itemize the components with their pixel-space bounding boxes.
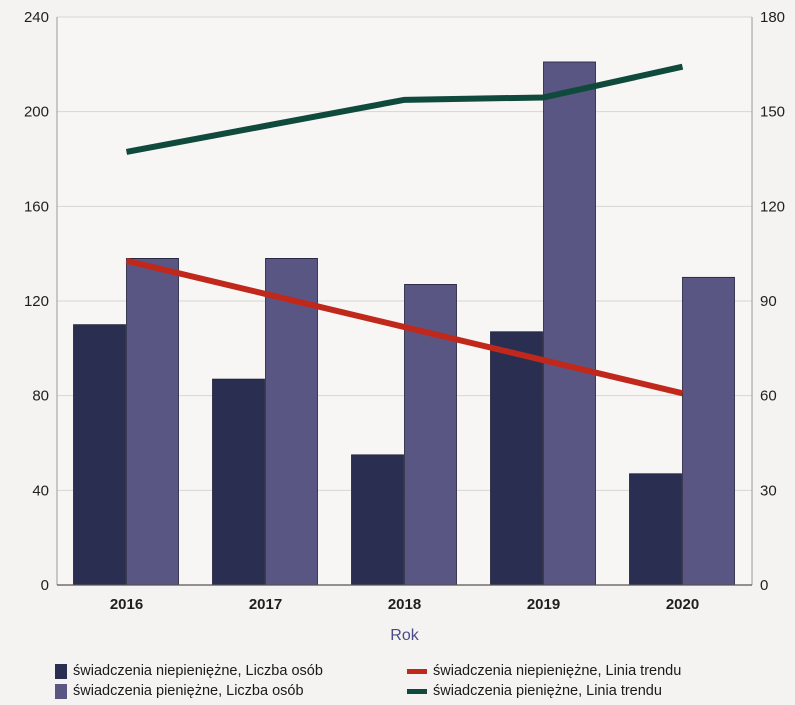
- y-left-tick-label: 40: [32, 482, 49, 499]
- y-left-tick-label: 160: [24, 198, 49, 215]
- y-left-tick-label: 80: [32, 388, 49, 405]
- y-left-tick-label: 0: [41, 577, 49, 594]
- bar-pieniezne: [265, 257, 318, 586]
- bar-pieniezne: [682, 276, 735, 586]
- y-left-tick-label: 120: [24, 293, 49, 310]
- y-right-tick-label: 180: [760, 9, 785, 26]
- legend-item-pieniezne-bars: świadczenia pieniężne, Liczba osób: [55, 683, 407, 699]
- legend-label: świadczenia pieniężne, Linia trendu: [433, 683, 662, 699]
- trend-line-niepieniezne: [125, 257, 684, 397]
- x-category-label: 2017: [249, 596, 282, 613]
- trend-line-pieniezne: [125, 63, 684, 155]
- x-category-label: 2018: [388, 596, 421, 613]
- bar-niepieniezne: [212, 378, 265, 586]
- bar-niepieniezne: [351, 454, 404, 586]
- legend-item-niepieniezne-trend: świadczenia niepieniężne, Linia trendu: [407, 663, 759, 679]
- x-category-label: 2019: [527, 596, 560, 613]
- legend-item-niepieniezne-bars: świadczenia niepieniężne, Liczba osób: [55, 663, 407, 679]
- legend-item-pieniezne-trend: świadczenia pieniężne, Linia trendu: [407, 683, 759, 699]
- legend-label: świadczenia niepieniężne, Linia trendu: [433, 663, 682, 679]
- bar-niepieniezne: [629, 473, 682, 586]
- chart-canvas: 0 40 80 120 160 200 240 0 30 60 90 120 150 180 2016 201…: [24, 9, 785, 644]
- y-right-tick-label: 60: [760, 388, 777, 405]
- legend-swatch-pieniezne-trend: [407, 688, 427, 694]
- legend-swatch-niepieniezne-bars: [55, 663, 67, 679]
- legend-label: świadczenia niepieniężne, Liczba osób: [73, 663, 323, 679]
- x-category-label: 2020: [666, 596, 699, 613]
- y-right-tick-label: 0: [760, 577, 768, 594]
- x-category-label: 2016: [110, 596, 143, 613]
- legend: świadczenia niepieniężne, Liczba osób św…: [55, 661, 775, 701]
- legend-label: świadczenia pieniężne, Liczba osób: [73, 683, 304, 699]
- bar-niepieniezne: [490, 331, 543, 586]
- y-left-tick-label: 200: [24, 104, 49, 121]
- y-right-tick-label: 120: [760, 198, 785, 215]
- y-right-tick-label: 30: [760, 482, 777, 499]
- x-axis-title: Rok: [390, 627, 419, 644]
- y-right-tick-label: 150: [760, 104, 785, 121]
- bar-niepieniezne: [73, 324, 126, 586]
- legend-swatch-niepieniezne-trend: [407, 668, 427, 674]
- y-left-tick-label: 240: [24, 9, 49, 26]
- legend-swatch-pieniezne-bars: [55, 683, 67, 699]
- bar-pieniezne: [126, 257, 179, 586]
- y-right-tick-label: 90: [760, 293, 777, 310]
- bar-pieniezne: [543, 61, 596, 586]
